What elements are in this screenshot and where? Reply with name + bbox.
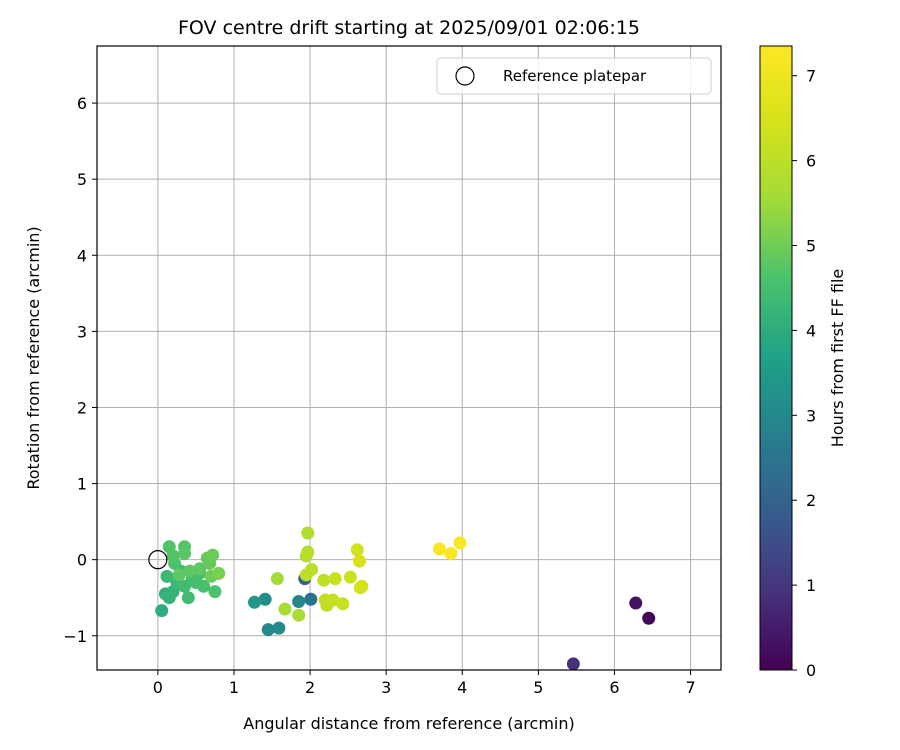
colorbar: 0 1 2 3 4 5 6 7 Hours from first FF file: [759, 45, 847, 680]
data-point: [304, 592, 318, 606]
data-point: [183, 564, 197, 578]
data-point: [301, 526, 315, 540]
data-point: [299, 549, 313, 563]
data-point: [212, 566, 226, 580]
y-tick-label: 6: [77, 94, 87, 113]
data-point: [258, 592, 272, 606]
x-tick-label: 2: [305, 678, 315, 697]
data-point: [155, 604, 169, 618]
x-axis-label: Angular distance from reference (arcmin): [243, 714, 574, 733]
y-axis-ticks: −1 0 1 2 3 4 5 6: [63, 94, 97, 646]
y-tick-label: 0: [77, 551, 87, 570]
y-axis-label: Rotation from reference (arcmin): [24, 226, 43, 489]
data-point: [453, 536, 467, 550]
colorbar-tick-label: 5: [806, 237, 816, 256]
legend-label: Reference platepar: [503, 67, 647, 85]
y-tick-label: 5: [77, 170, 87, 189]
data-point: [432, 542, 446, 556]
data-point: [197, 579, 211, 593]
chart-title: FOV centre drift starting at 2025/09/01 …: [178, 17, 640, 39]
x-axis-ticks: 0 1 2 3 4 5 6 7: [153, 670, 696, 697]
data-point: [178, 547, 192, 561]
plot-frame: [96, 45, 722, 671]
data-point: [343, 570, 357, 584]
x-tick-label: 5: [533, 678, 543, 697]
legend-box: [436, 57, 712, 95]
data-point: [172, 568, 186, 582]
data-point: [317, 573, 331, 587]
data-point: [629, 596, 643, 610]
colorbar-tick-label: 4: [806, 321, 816, 340]
x-tick-label: 6: [609, 678, 619, 697]
colorbar-label: Hours from first FF file: [828, 269, 847, 448]
data-point: [208, 585, 222, 599]
data-point: [261, 623, 275, 637]
data-point: [326, 593, 340, 607]
data-point: [444, 547, 458, 561]
data-point: [206, 548, 220, 562]
colorbar-tick-label: 6: [806, 152, 816, 171]
data-point: [642, 611, 656, 625]
reference-marker-group: [148, 550, 168, 570]
data-point: [270, 572, 284, 586]
x-tick-label: 0: [153, 678, 163, 697]
data-point: [350, 543, 364, 557]
data-points: [155, 526, 656, 671]
y-tick-label: 1: [77, 475, 87, 494]
y-tick-label: 2: [77, 398, 87, 417]
data-point: [193, 562, 207, 576]
colorbar-tick-label: 0: [806, 661, 816, 680]
data-point: [272, 621, 286, 635]
data-point: [166, 549, 180, 563]
data-point: [160, 569, 174, 583]
data-point: [292, 608, 306, 622]
colorbar-tick-label: 7: [806, 67, 816, 86]
colorbar-tick-label: 2: [806, 491, 816, 510]
data-point: [566, 657, 580, 671]
colorbar-tick-label: 1: [806, 576, 816, 595]
y-tick-label: −1: [63, 627, 87, 646]
legend-marker: [455, 66, 475, 86]
colorbar-ticks: 0 1 2 3 4 5 6 7: [792, 67, 816, 680]
x-tick-label: 1: [229, 678, 239, 697]
data-point: [292, 595, 306, 609]
legend: Reference platepar: [436, 57, 712, 95]
data-point: [299, 568, 313, 582]
x-tick-label: 7: [685, 678, 695, 697]
data-point: [353, 554, 367, 568]
y-tick-label: 4: [77, 246, 87, 265]
colorbar-tick-label: 3: [806, 406, 816, 425]
data-point: [181, 591, 195, 605]
data-point: [328, 572, 342, 586]
x-tick-label: 3: [381, 678, 391, 697]
grid-lines: [97, 46, 721, 670]
x-tick-label: 4: [457, 678, 467, 697]
data-point: [355, 579, 369, 593]
data-point: [278, 602, 292, 616]
data-point: [248, 595, 262, 609]
y-tick-label: 3: [77, 322, 87, 341]
data-point: [336, 597, 350, 611]
colorbar-gradient: [759, 45, 793, 671]
reference-marker: [148, 550, 168, 570]
